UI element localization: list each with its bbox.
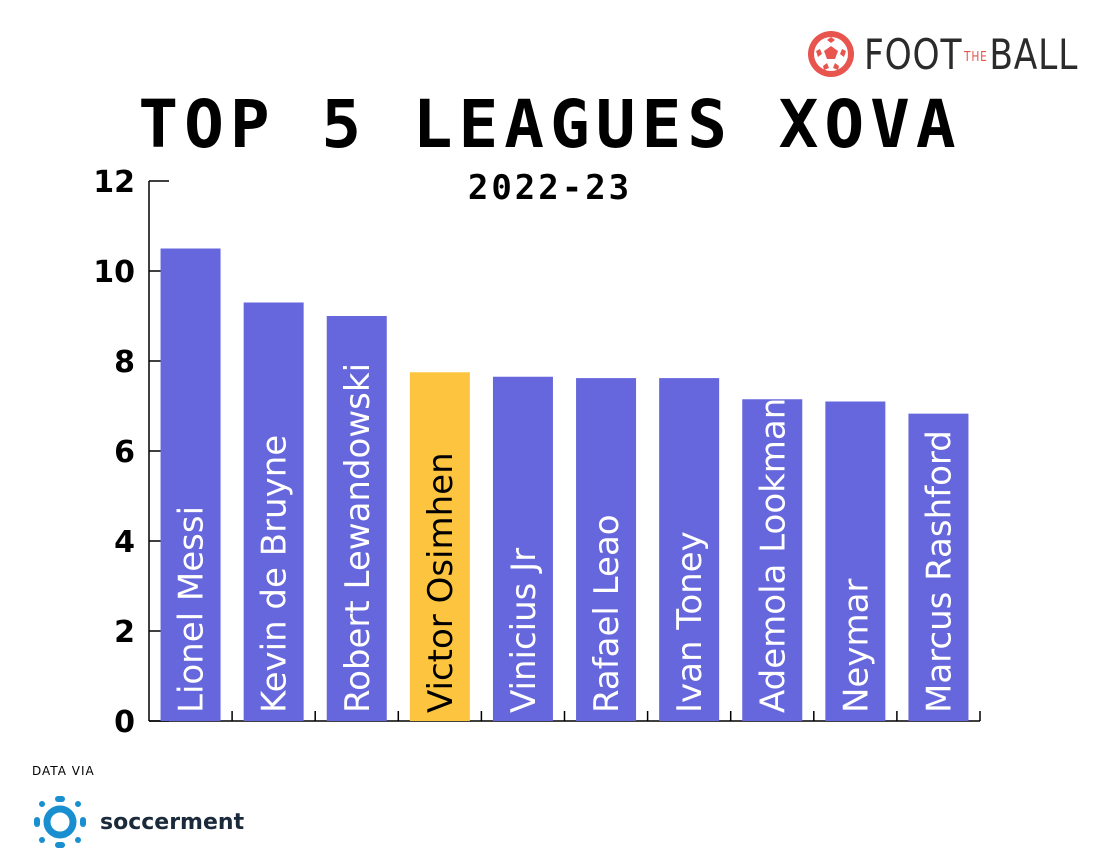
bar-label: Kevin de Bruyne	[255, 435, 295, 713]
soccerment-logo: soccerment	[32, 794, 244, 850]
chart-title: TOP 5 LEAGUES XOVA	[138, 86, 962, 163]
data-source-name: soccerment	[100, 809, 245, 835]
brand-suffix: BALL	[989, 29, 1079, 79]
y-tick-label: 0	[114, 705, 135, 740]
y-tick-label: 2	[114, 615, 135, 650]
bar	[243, 302, 304, 721]
footballs-logo: FOOT THEBALL	[806, 28, 1100, 80]
y-tick-label: 4	[114, 525, 135, 560]
bar-label: Robert Lewandowski	[338, 363, 378, 713]
bar	[326, 316, 387, 721]
bar	[742, 399, 803, 721]
bar-label: Rafael Leao	[587, 514, 627, 713]
y-tick-label: 6	[114, 435, 135, 470]
bar-label: Ivan Toney	[670, 531, 710, 713]
y-tick-label: 8	[114, 345, 135, 380]
brand-wordmark: FOOT THEBALL	[864, 30, 1078, 79]
bar-label: Neymar	[836, 579, 876, 713]
data-source-caption: DATA VIA	[32, 764, 95, 778]
football-icon	[808, 31, 854, 77]
bar-label: Ademola Lookman	[753, 398, 793, 713]
y-tick-label: 12	[93, 165, 135, 200]
bar	[160, 248, 221, 721]
bar	[825, 401, 886, 721]
bar-label: Marcus Rashford	[919, 430, 959, 713]
chart-subtitle: 2022-23	[467, 168, 633, 208]
bar-label: Lionel Messi	[172, 506, 212, 713]
bar-label: Victor Osimhen	[421, 452, 461, 713]
brand-middle: THE	[963, 49, 988, 65]
brand-prefix: FOOT	[864, 29, 963, 79]
bar	[908, 413, 969, 721]
soccerment-icon	[34, 796, 86, 848]
bar	[659, 378, 720, 721]
bar-label: Vinicius Jr	[504, 548, 544, 713]
bar	[576, 378, 637, 721]
data-source: DATA VIA soccerment	[32, 764, 244, 850]
bar	[492, 376, 553, 721]
bar	[409, 372, 470, 721]
y-tick-label: 10	[93, 255, 135, 290]
